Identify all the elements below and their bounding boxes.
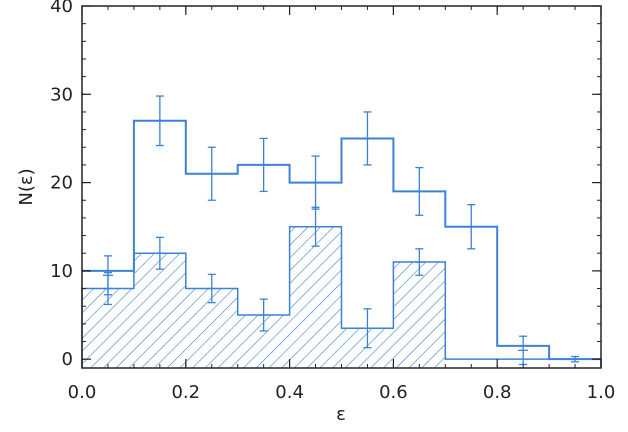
y-tick-label: 10 [50, 261, 73, 282]
y-tick-label: 20 [50, 173, 73, 194]
plot-area [81, 95, 602, 368]
x-axis-label: ε [336, 404, 346, 425]
hatched-bar [133, 253, 186, 368]
x-tick-label: 1.0 [587, 382, 616, 403]
y-axis-label: N(ε) [16, 168, 37, 205]
hatched-bar [289, 226, 342, 368]
y-tick-label: 0 [62, 349, 73, 370]
x-tick-label: 0.6 [379, 382, 408, 403]
x-tick-label: 0.2 [171, 382, 200, 403]
hatched-bar [393, 262, 446, 368]
y-tick-label: 40 [50, 0, 73, 17]
x-tick-label: 0.8 [483, 382, 512, 403]
x-tick-label: 0.0 [68, 382, 97, 403]
step-histogram-line [82, 119, 601, 361]
x-tick-label: 0.4 [275, 382, 304, 403]
y-tick-label: 30 [50, 84, 73, 105]
